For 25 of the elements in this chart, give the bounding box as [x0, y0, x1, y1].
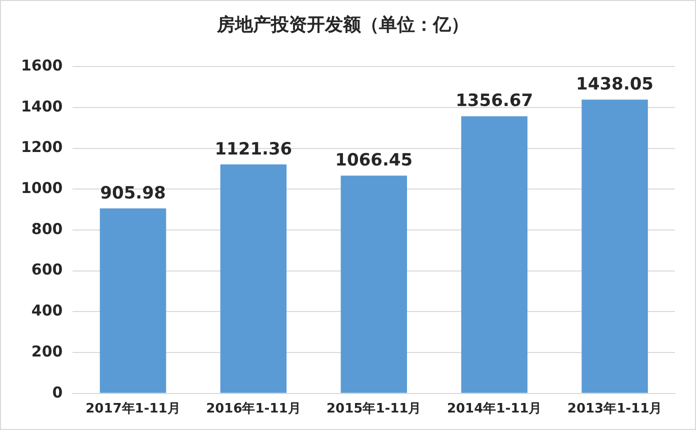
x-tick-label: 2017年1-11月	[86, 402, 180, 417]
y-tick-label: 600	[31, 260, 63, 279]
data-label: 1356.67	[456, 91, 534, 112]
x-tick-label: 2015年1-11月	[326, 402, 422, 417]
y-tick-label: 1000	[21, 179, 63, 198]
x-tick-label: 2016年1-11月	[206, 402, 301, 417]
bar	[220, 164, 287, 393]
y-tick-label: 200	[31, 342, 63, 360]
data-label: 1066.45	[335, 150, 413, 170]
data-label: 905.98	[100, 183, 166, 204]
data-label: 1438.05	[576, 74, 654, 95]
y-tick-label: 1200	[21, 138, 63, 156]
y-tick-label: 1400	[21, 97, 63, 116]
bar	[582, 100, 648, 393]
chart-title: 房地产投资开发额（单位：亿）	[216, 14, 469, 36]
x-tick-label: 2013年1-11月	[567, 402, 662, 417]
bar	[340, 176, 407, 393]
y-tick-label: 800	[31, 220, 63, 238]
y-tick-label: 0	[52, 383, 63, 402]
data-label: 1121.36	[214, 139, 292, 160]
x-tick-label: 2014年1-11月	[446, 402, 542, 417]
bar	[100, 208, 166, 393]
y-tick-label: 400	[31, 302, 63, 320]
bar	[461, 116, 528, 393]
y-tick-label: 1600	[21, 56, 63, 74]
